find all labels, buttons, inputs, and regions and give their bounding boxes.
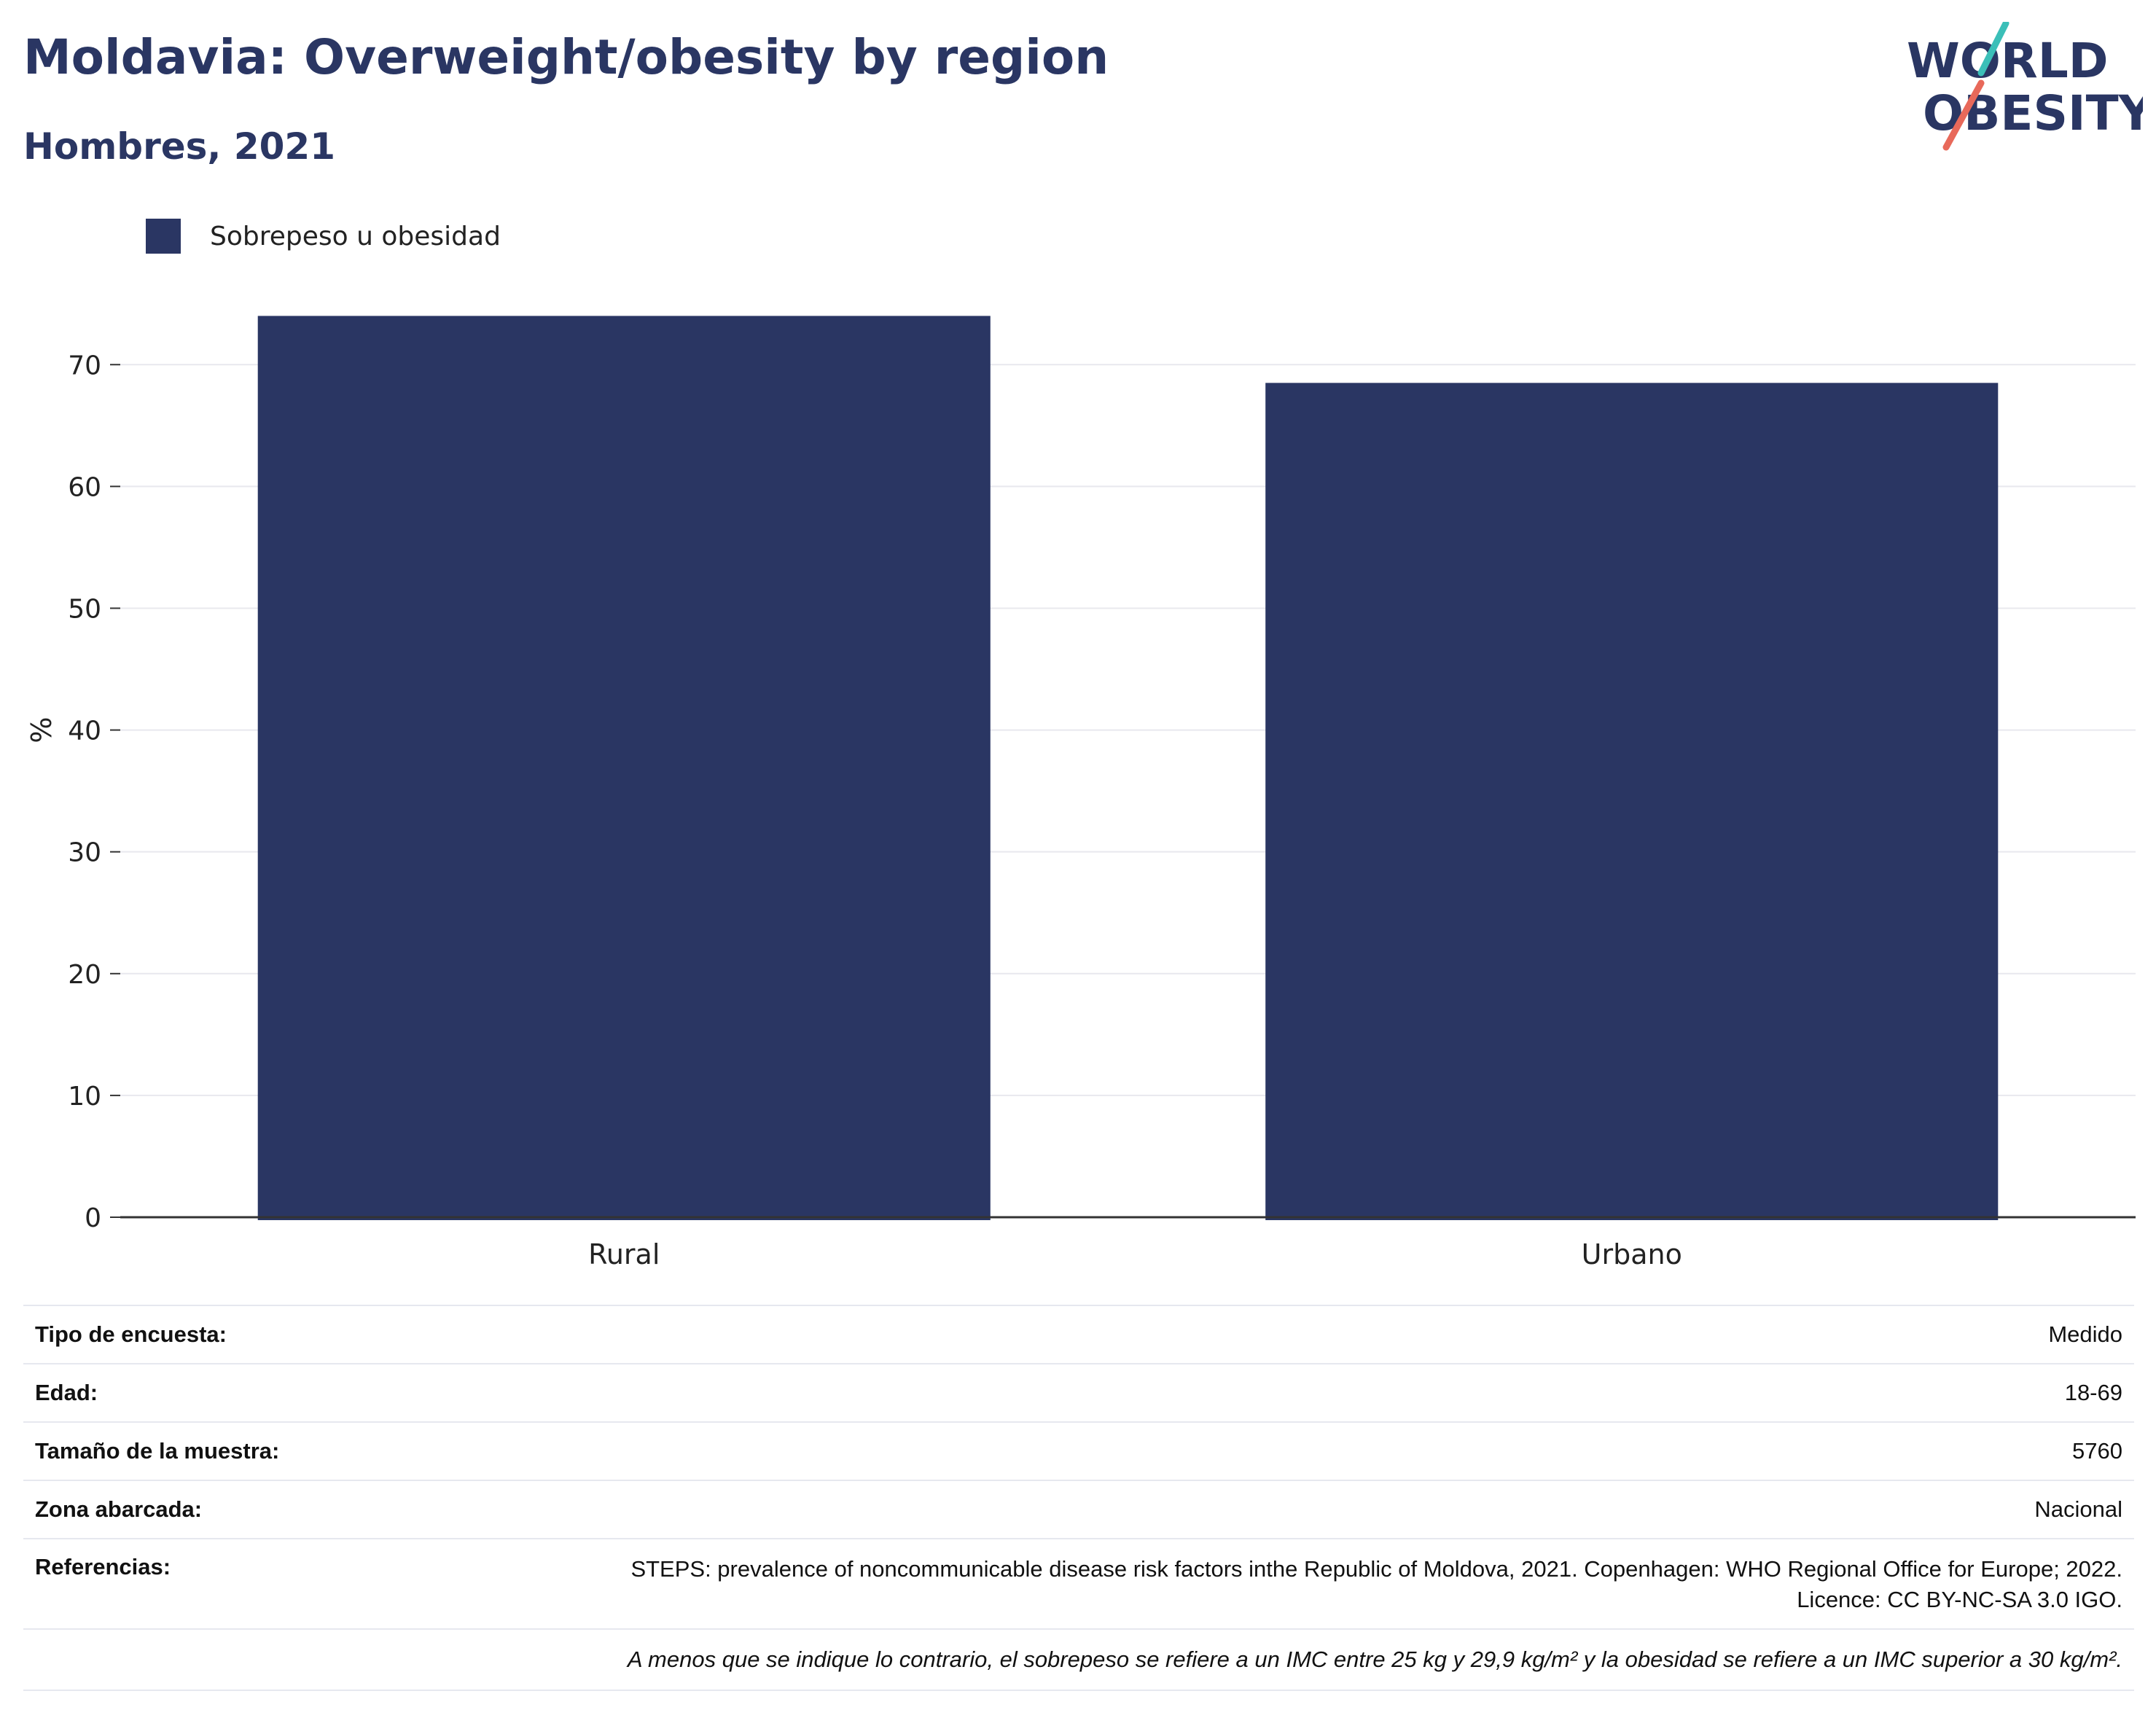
world-obesity-logo: WORLD OBESITY [1907,22,2143,151]
y-tick-label: 50 [68,594,101,624]
y-tick-label: 20 [68,960,101,990]
x-tick-label: Urbano [1582,1238,1682,1268]
logo-slash-bottom [1942,79,1985,151]
info-table: Tipo de encuesta: Medido Edad: 18-69 Tam… [23,1305,2134,1691]
info-row-area: Zona abarcada: Nacional [23,1480,2134,1538]
info-row-age: Edad: 18-69 [23,1363,2134,1421]
y-tick-label: 70 [68,351,101,380]
definition-note: A menos que se indique lo contrario, el … [23,1628,2134,1691]
logo-slash-top [1977,22,2009,77]
bar-urbano [1265,383,1999,1220]
y-tick-label: 10 [68,1082,101,1112]
info-label: Tipo de encuesta: [35,1321,227,1347]
bar-rural [257,316,991,1221]
y-tick-label: 40 [68,716,101,746]
bar-chart: 0 10 20 30 40 50 60 70% Rural Urbano [26,316,2136,1268]
info-value-references[interactable]: STEPS: prevalence of noncommunicable dis… [630,1556,2122,1612]
info-row-survey-type: Tipo de encuesta: Medido [23,1305,2134,1363]
x-tick-label: Rural [588,1238,660,1268]
info-label: Edad: [35,1380,98,1405]
legend-label: Sobrepeso u obesidad [210,221,501,251]
legend-swatch [146,219,181,254]
y-tick-label: 60 [68,472,101,502]
info-value: Nacional [2034,1496,2122,1522]
info-row-sample-size: Tamaño de la muestra: 5760 [23,1421,2134,1480]
info-label: Referencias: [35,1554,171,1579]
info-label: Zona abarcada: [35,1496,203,1522]
y-axis-label: % [26,717,58,743]
y-tick-label: 30 [68,838,101,868]
chart-title: Moldavia: Overweight/obesity by region [23,29,1109,85]
logo-text-obesity: OBESITY [1923,85,2143,141]
y-tick-label: 0 [85,1203,101,1233]
info-label: Tamaño de la muestra: [35,1438,280,1464]
legend[interactable]: Sobrepeso u obesidad [146,217,501,255]
info-value: 5760 [2072,1438,2122,1464]
info-value: Medido [2048,1321,2122,1347]
logo-text-world: WORLD [1907,33,2109,89]
chart-subtitle: Hombres, 2021 [23,125,335,168]
info-row-references: Referencias: STEPS: prevalence of noncom… [23,1538,2134,1628]
info-value: 18-69 [2064,1380,2122,1405]
